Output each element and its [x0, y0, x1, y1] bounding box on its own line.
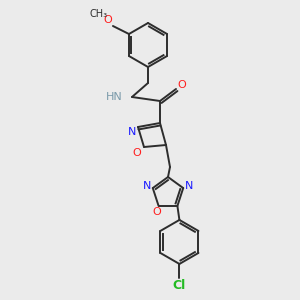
Text: HN: HN: [106, 92, 123, 102]
Text: O: O: [103, 15, 112, 25]
Text: N: N: [128, 127, 136, 137]
Text: O: O: [152, 207, 161, 217]
Text: CH₃: CH₃: [90, 9, 108, 19]
Text: O: O: [133, 148, 141, 158]
Text: N: N: [185, 181, 194, 191]
Text: Cl: Cl: [173, 279, 186, 292]
Text: N: N: [142, 181, 151, 191]
Text: O: O: [178, 80, 186, 90]
